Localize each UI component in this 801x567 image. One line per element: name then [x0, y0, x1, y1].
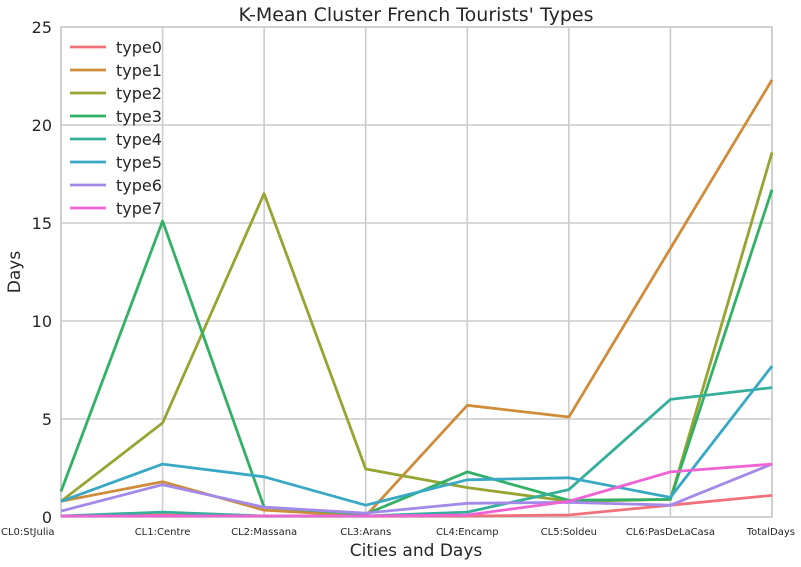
chart-title: K-Mean Cluster French Tourists' Types [239, 4, 594, 26]
x-tick-label: CL2:Massana [231, 527, 297, 538]
x-tick-label: CL4:Encamp [436, 527, 499, 538]
legend-label-type6: type6 [116, 176, 162, 195]
legend-label-type7: type7 [116, 199, 162, 218]
y-tick-label: 15 [32, 214, 52, 233]
x-axis-label: Cities and Days [350, 541, 483, 561]
y-tick-label: 20 [32, 116, 52, 135]
plot-area [61, 27, 772, 517]
x-tick-label: CL6:PasDeLaCasa [626, 527, 715, 538]
legend-label-type0: type0 [116, 38, 162, 57]
series-lines [59, 79, 774, 518]
legend-label-type3: type3 [116, 107, 162, 126]
x-tick-label: CL3:Arans [340, 527, 391, 538]
legend-label-type2: type2 [116, 84, 162, 103]
series-line-type6 [60, 462, 773, 515]
y-tick-label: 5 [42, 410, 52, 429]
legend-label-type1: type1 [116, 61, 162, 80]
x-tick-label: CL5:Soldeu [541, 527, 597, 538]
legend-label-type5: type5 [116, 153, 162, 172]
x-tick-label: TotalDays [746, 527, 795, 538]
y-tick-label: 0 [42, 508, 52, 527]
series-line-type7 [61, 462, 773, 518]
y-tick-label: 25 [32, 18, 52, 37]
y-tick-labels: 0 5 10 15 20 25 [32, 18, 52, 527]
y-tick-label: 10 [32, 312, 52, 331]
x-tick-label: CL1:Centre [135, 527, 191, 538]
x-tick-labels: CL0:StJulia CL1:Centre CL2:Massana CL3:Aran… [1, 527, 795, 538]
x-tick-label: CL0:StJulia [1, 527, 55, 538]
legend-label-type4: type4 [116, 130, 162, 149]
series-line-type4 [60, 386, 773, 518]
y-axis-label: Days [5, 251, 25, 294]
series-line-type1 [60, 79, 774, 518]
legend: type0 type1 type2 type3 type4 type5 type6 type7 [70, 38, 162, 218]
series-line-type5 [60, 365, 774, 507]
